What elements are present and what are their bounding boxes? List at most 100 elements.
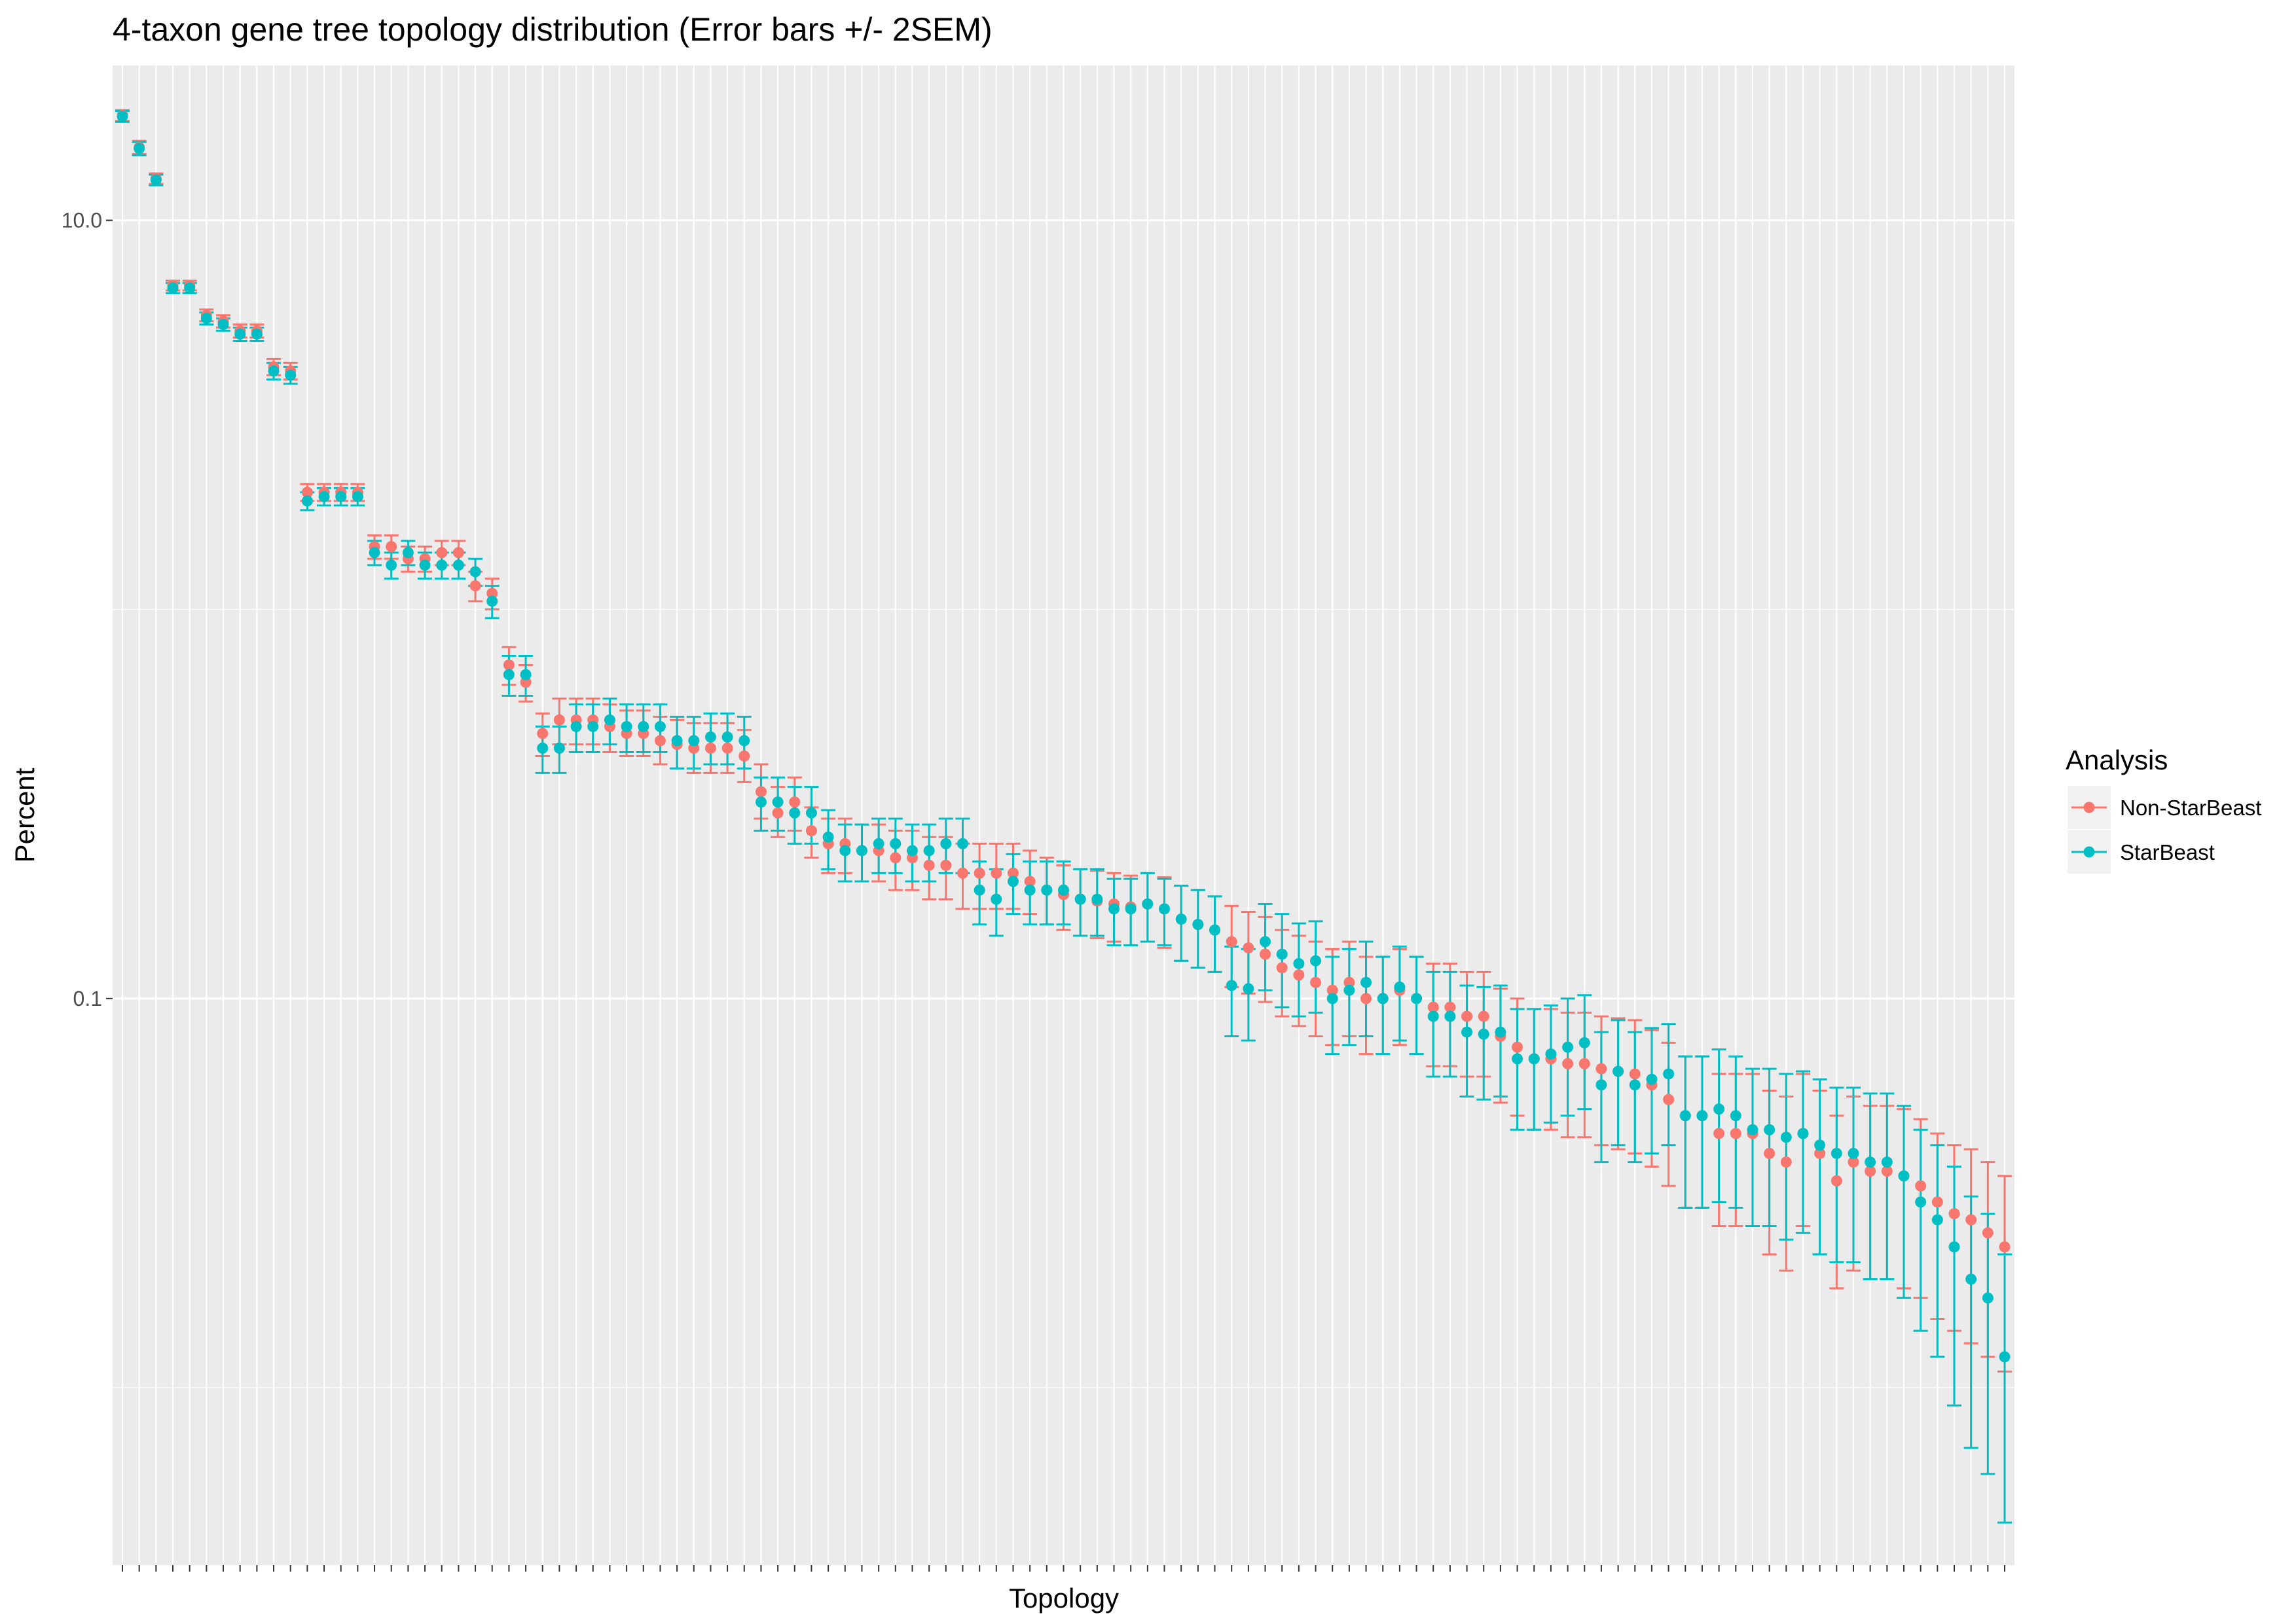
data-point: [1747, 1124, 1758, 1135]
data-point: [1780, 1132, 1792, 1143]
data-point: [940, 838, 952, 849]
data-point: [1965, 1273, 1977, 1285]
data-point: [369, 547, 380, 559]
legend: Analysis Non-StarBeast StarBeast: [2066, 745, 2261, 874]
data-point: [1646, 1073, 1658, 1085]
data-point: [402, 547, 414, 559]
data-point: [1679, 1110, 1691, 1122]
data-point: [134, 143, 145, 155]
data-point: [1007, 867, 1019, 879]
data-point: [1058, 884, 1069, 896]
data-point: [1326, 984, 1338, 996]
data-point: [184, 282, 196, 294]
data-point: [537, 743, 549, 754]
data-point: [1965, 1214, 1977, 1226]
data-point: [1780, 1156, 1792, 1168]
data-point: [553, 714, 565, 726]
data-point: [234, 328, 246, 340]
data-point: [1512, 1053, 1523, 1065]
legend-item: Non-StarBeast: [2068, 786, 2261, 829]
data-point: [1629, 1068, 1641, 1080]
data-point: [822, 831, 834, 843]
data-point: [301, 487, 313, 498]
data-point: [1226, 980, 1237, 991]
data-point: [1562, 1058, 1574, 1069]
data-point: [1629, 1079, 1641, 1091]
data-point: [1495, 1026, 1506, 1038]
data-point: [436, 547, 448, 559]
y-tick-label: 10.0: [62, 208, 102, 232]
data-point: [570, 721, 582, 733]
data-point: [1512, 1041, 1523, 1053]
data-point: [1243, 983, 1254, 995]
data-point: [621, 721, 632, 733]
data-point: [1125, 903, 1137, 915]
data-point: [1865, 1166, 1876, 1177]
data-point: [873, 838, 884, 849]
data-point: [1377, 993, 1389, 1005]
data-point: [974, 884, 985, 896]
data-point: [604, 714, 615, 726]
data-point: [1360, 993, 1372, 1005]
data-point: [150, 174, 162, 186]
y-axis: 0.1 10.0: [62, 208, 113, 1010]
data-point: [200, 312, 212, 324]
y-axis-title: Percent: [9, 767, 40, 862]
legend-key-point: [2083, 846, 2095, 858]
data-point: [721, 743, 733, 754]
data-point: [654, 735, 666, 747]
data-point: [839, 845, 851, 857]
data-point: [1444, 1010, 1456, 1022]
data-point: [1982, 1227, 1994, 1239]
data-point: [1108, 903, 1120, 915]
data-point: [318, 490, 330, 502]
data-point: [638, 721, 649, 733]
data-point: [1931, 1196, 1943, 1208]
data-point: [704, 743, 716, 754]
data-point: [1041, 884, 1053, 896]
y-tick-label: 0.1: [73, 987, 102, 1010]
data-point: [1881, 1156, 1893, 1168]
data-point: [1814, 1139, 1826, 1151]
data-point: [1730, 1110, 1741, 1122]
legend-item: StarBeast: [2068, 830, 2215, 874]
data-point: [335, 490, 347, 502]
legend-key-point: [2083, 802, 2095, 813]
data-point: [789, 796, 801, 808]
legend-title: Analysis: [2066, 745, 2168, 775]
data-point: [452, 559, 464, 571]
data-point: [1142, 898, 1154, 910]
data-point: [1024, 884, 1036, 896]
data-point: [1696, 1110, 1708, 1122]
data-point: [1915, 1196, 1927, 1208]
x-axis-title: Topology: [1009, 1583, 1119, 1614]
data-point: [553, 743, 565, 754]
data-point: [1613, 1065, 1624, 1077]
data-point: [1444, 1001, 1456, 1013]
series-2-points: [117, 111, 2011, 1363]
data-point: [1730, 1128, 1741, 1139]
data-point: [1427, 1001, 1439, 1013]
data-point: [1915, 1180, 1927, 1192]
data-point: [1293, 969, 1305, 981]
data-point: [755, 786, 767, 798]
data-point: [957, 838, 968, 849]
data-point: [486, 595, 498, 607]
data-point: [537, 728, 549, 739]
data-point: [503, 669, 515, 680]
data-point: [1074, 893, 1086, 905]
data-point: [1848, 1147, 1859, 1159]
data-point: [704, 731, 716, 743]
data-point: [469, 566, 481, 578]
data-point: [1260, 948, 1271, 960]
data-point: [1343, 976, 1355, 988]
data-point: [1310, 976, 1322, 988]
data-point: [285, 369, 297, 381]
data-points: [117, 109, 2011, 1363]
data-point: [1360, 976, 1372, 988]
data-point: [1260, 936, 1271, 948]
data-point: [352, 490, 363, 502]
data-point: [1293, 957, 1305, 969]
data-point: [1814, 1147, 1826, 1159]
